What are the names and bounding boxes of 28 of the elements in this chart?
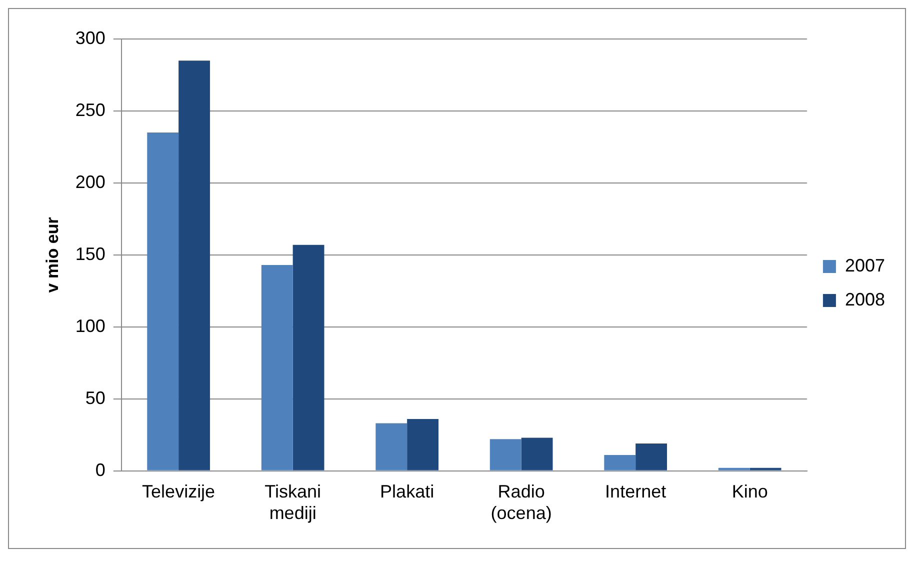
y-tick-label: 100 <box>75 316 106 336</box>
legend-label: 2008 <box>844 289 886 310</box>
x-tick-label: Internet <box>605 482 666 502</box>
bar <box>718 468 750 470</box>
y-tick-label: 50 <box>85 388 106 408</box>
bar <box>147 132 179 470</box>
bar <box>292 244 324 470</box>
bar <box>521 438 553 470</box>
y-tick-label: 300 <box>75 28 106 48</box>
y-axis-title: v mio eur <box>42 216 62 293</box>
x-tick-label: Tiskani mediji <box>264 482 321 524</box>
y-tick-label: 150 <box>75 244 106 264</box>
y-tick-label: 200 <box>75 172 106 192</box>
y-tick-label: 250 <box>75 100 106 120</box>
y-tick-label: 0 <box>95 460 106 480</box>
bar <box>261 264 293 470</box>
x-tick-label: Radio (ocena) <box>490 482 552 524</box>
bar <box>178 60 210 470</box>
bar <box>490 439 522 470</box>
bar <box>604 454 636 470</box>
bar <box>407 418 438 470</box>
legend-label: 2007 <box>844 255 886 276</box>
bar <box>376 423 408 470</box>
x-tick-label: Plakati <box>380 482 434 502</box>
x-tick-label: Kino <box>732 482 768 502</box>
x-tick-label: Televizije <box>142 482 216 502</box>
bar <box>750 468 782 470</box>
bar <box>636 443 667 470</box>
